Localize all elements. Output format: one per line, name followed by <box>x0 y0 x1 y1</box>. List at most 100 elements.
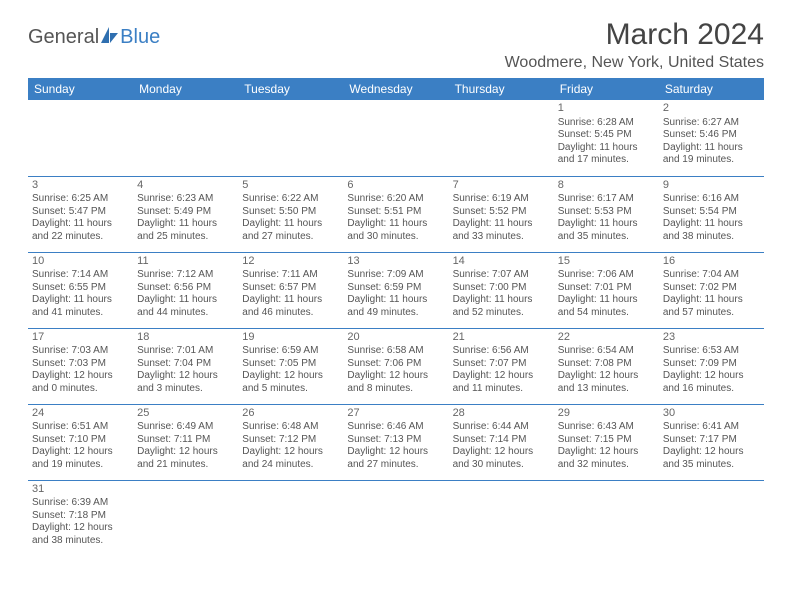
day-number: 26 <box>242 407 339 421</box>
sunset-line: Sunset: 5:50 PM <box>242 206 339 219</box>
sunset-line: Sunset: 7:17 PM <box>663 434 760 447</box>
calendar-cell: 10Sunrise: 7:14 AMSunset: 6:55 PMDayligh… <box>28 252 133 328</box>
day-number: 8 <box>558 179 655 193</box>
calendar-cell: 17Sunrise: 7:03 AMSunset: 7:03 PMDayligh… <box>28 328 133 404</box>
sunset-line: Sunset: 7:14 PM <box>453 434 550 447</box>
day-number: 5 <box>242 179 339 193</box>
daylight-line: Daylight: 11 hours and 44 minutes. <box>137 294 234 319</box>
day-number: 1 <box>558 102 655 116</box>
calendar-cell: 28Sunrise: 6:44 AMSunset: 7:14 PMDayligh… <box>449 404 554 480</box>
daylight-line: Daylight: 11 hours and 46 minutes. <box>242 294 339 319</box>
daylight-line: Daylight: 12 hours and 32 minutes. <box>558 446 655 471</box>
day-number: 15 <box>558 255 655 269</box>
calendar-cell: 24Sunrise: 6:51 AMSunset: 7:10 PMDayligh… <box>28 404 133 480</box>
day-number: 17 <box>32 331 129 345</box>
calendar-cell: 13Sunrise: 7:09 AMSunset: 6:59 PMDayligh… <box>343 252 448 328</box>
sunrise-line: Sunrise: 7:12 AM <box>137 269 234 282</box>
sunset-line: Sunset: 7:15 PM <box>558 434 655 447</box>
daylight-line: Daylight: 11 hours and 57 minutes. <box>663 294 760 319</box>
day-number: 16 <box>663 255 760 269</box>
day-header: Tuesday <box>238 78 343 100</box>
daylight-line: Daylight: 11 hours and 27 minutes. <box>242 218 339 243</box>
daylight-line: Daylight: 11 hours and 52 minutes. <box>453 294 550 319</box>
calendar-cell: 20Sunrise: 6:58 AMSunset: 7:06 PMDayligh… <box>343 328 448 404</box>
daylight-line: Daylight: 12 hours and 30 minutes. <box>453 446 550 471</box>
sunrise-line: Sunrise: 6:41 AM <box>663 421 760 434</box>
calendar-cell: 5Sunrise: 6:22 AMSunset: 5:50 PMDaylight… <box>238 176 343 252</box>
sunset-line: Sunset: 7:05 PM <box>242 358 339 371</box>
daylight-line: Daylight: 12 hours and 21 minutes. <box>137 446 234 471</box>
calendar-cell <box>238 100 343 176</box>
sunset-line: Sunset: 7:10 PM <box>32 434 129 447</box>
calendar-cell <box>343 100 448 176</box>
calendar-cell: 2Sunrise: 6:27 AMSunset: 5:46 PMDaylight… <box>659 100 764 176</box>
header: Genera l Blue March 2024 Woodmere, New Y… <box>28 18 764 72</box>
day-number: 13 <box>347 255 444 269</box>
calendar-cell <box>554 480 659 556</box>
daylight-line: Daylight: 11 hours and 19 minutes. <box>663 142 760 167</box>
calendar-cell: 6Sunrise: 6:20 AMSunset: 5:51 PMDaylight… <box>343 176 448 252</box>
day-header: Wednesday <box>343 78 448 100</box>
sunset-line: Sunset: 7:11 PM <box>137 434 234 447</box>
sunrise-line: Sunrise: 7:03 AM <box>32 345 129 358</box>
calendar-cell: 14Sunrise: 7:07 AMSunset: 7:00 PMDayligh… <box>449 252 554 328</box>
sunset-line: Sunset: 5:51 PM <box>347 206 444 219</box>
day-number: 30 <box>663 407 760 421</box>
calendar-row: 10Sunrise: 7:14 AMSunset: 6:55 PMDayligh… <box>28 252 764 328</box>
sunrise-line: Sunrise: 6:43 AM <box>558 421 655 434</box>
sunset-line: Sunset: 6:55 PM <box>32 282 129 295</box>
sunrise-line: Sunrise: 7:04 AM <box>663 269 760 282</box>
logo: Genera l Blue <box>28 18 160 49</box>
sunrise-line: Sunrise: 6:22 AM <box>242 193 339 206</box>
day-number: 18 <box>137 331 234 345</box>
title-block: March 2024 Woodmere, New York, United St… <box>505 18 764 72</box>
sunrise-line: Sunrise: 6:23 AM <box>137 193 234 206</box>
calendar-cell <box>133 100 238 176</box>
sunset-line: Sunset: 7:13 PM <box>347 434 444 447</box>
daylight-line: Daylight: 12 hours and 13 minutes. <box>558 370 655 395</box>
sunrise-line: Sunrise: 6:46 AM <box>347 421 444 434</box>
calendar-row: 1Sunrise: 6:28 AMSunset: 5:45 PMDaylight… <box>28 100 764 176</box>
calendar-cell: 27Sunrise: 6:46 AMSunset: 7:13 PMDayligh… <box>343 404 448 480</box>
calendar-cell: 1Sunrise: 6:28 AMSunset: 5:45 PMDaylight… <box>554 100 659 176</box>
sunset-line: Sunset: 5:52 PM <box>453 206 550 219</box>
calendar-cell: 3Sunrise: 6:25 AMSunset: 5:47 PMDaylight… <box>28 176 133 252</box>
day-number: 31 <box>32 483 129 497</box>
calendar-row: 31Sunrise: 6:39 AMSunset: 7:18 PMDayligh… <box>28 480 764 556</box>
sunrise-line: Sunrise: 6:17 AM <box>558 193 655 206</box>
sunrise-line: Sunrise: 6:16 AM <box>663 193 760 206</box>
logo-text-genera: Genera <box>28 26 95 49</box>
sunrise-line: Sunrise: 7:07 AM <box>453 269 550 282</box>
day-number: 12 <box>242 255 339 269</box>
day-number: 25 <box>137 407 234 421</box>
sunrise-line: Sunrise: 6:20 AM <box>347 193 444 206</box>
calendar-row: 3Sunrise: 6:25 AMSunset: 5:47 PM Daylight… <box>28 176 764 252</box>
daylight-line: Daylight: 12 hours and 11 minutes. <box>453 370 550 395</box>
sunset-line: Sunset: 7:04 PM <box>137 358 234 371</box>
calendar-cell: 31Sunrise: 6:39 AMSunset: 7:18 PMDayligh… <box>28 480 133 556</box>
sunset-line: Sunset: 5:47 PM <box>32 206 129 219</box>
calendar-cell: 11Sunrise: 7:12 AMSunset: 6:56 PMDayligh… <box>133 252 238 328</box>
calendar-cell: 22Sunrise: 6:54 AMSunset: 7:08 PMDayligh… <box>554 328 659 404</box>
day-number: 28 <box>453 407 550 421</box>
sunrise-line: Sunrise: 6:51 AM <box>32 421 129 434</box>
sunrise-line: Sunrise: 6:25 AM <box>32 193 129 206</box>
daylight-line: Daylight: 12 hours and 19 minutes. <box>32 446 129 471</box>
calendar-cell <box>133 480 238 556</box>
day-number: 14 <box>453 255 550 269</box>
sunset-line: Sunset: 7:12 PM <box>242 434 339 447</box>
sunrise-line: Sunrise: 6:28 AM <box>558 117 655 130</box>
daylight-line: Daylight: 12 hours and 0 minutes. <box>32 370 129 395</box>
daylight-line: Daylight: 11 hours and 41 minutes. <box>32 294 129 319</box>
calendar-table: SundayMondayTuesdayWednesdayThursdayFrid… <box>28 78 764 556</box>
calendar-cell <box>449 100 554 176</box>
calendar-cell: 9Sunrise: 6:16 AMSunset: 5:54 PMDaylight… <box>659 176 764 252</box>
sunset-line: Sunset: 7:06 PM <box>347 358 444 371</box>
day-number: 4 <box>137 179 234 193</box>
sunrise-line: Sunrise: 6:39 AM <box>32 497 129 510</box>
day-number: 3 <box>32 179 129 193</box>
daylight-line: Daylight: 12 hours and 35 minutes. <box>663 446 760 471</box>
calendar-cell: 25Sunrise: 6:49 AMSunset: 7:11 PMDayligh… <box>133 404 238 480</box>
sunset-line: Sunset: 6:59 PM <box>347 282 444 295</box>
sunset-line: Sunset: 5:46 PM <box>663 129 760 142</box>
